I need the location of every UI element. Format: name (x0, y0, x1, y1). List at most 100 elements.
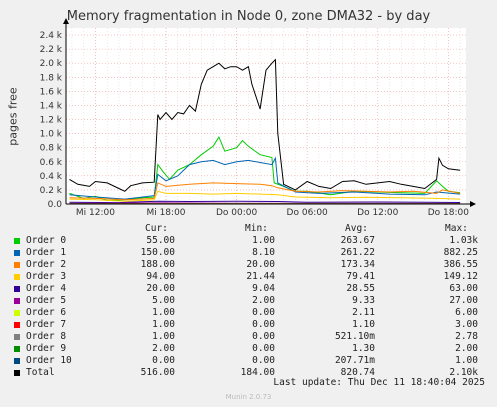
legend-min: 1.00 (252, 235, 275, 246)
y-tick-label: 0.2 k (40, 186, 63, 196)
legend-min: 0.00 (252, 355, 275, 366)
y-tick-label: 1.4 k (40, 101, 63, 111)
legend-name: Order 7 (26, 319, 67, 330)
legend-max: 3.00 (455, 319, 478, 330)
legend-min: 0.00 (252, 319, 275, 330)
x-axis-ticks: Mi 12:00 Mi 18:00 Do 00:00 Do 06:00 Do 12:00… (76, 208, 469, 218)
legend-swatch (14, 262, 20, 268)
legend-name: Order 6 (26, 307, 67, 318)
legend-swatch (14, 358, 20, 364)
legend-avg: 263.67 (340, 235, 375, 246)
legend-cur: 516.00 (140, 367, 175, 378)
legend-avg: 79.41 (346, 271, 375, 282)
legend-header: Cur: Min: Avg: Max: (12, 223, 492, 235)
legend-min: 21.44 (246, 271, 275, 282)
legend-cur: 5.00 (152, 295, 175, 306)
y-tick-label: 1.2 k (40, 116, 63, 126)
legend-row: Total 516.00 184.00 820.74 2.10k (12, 367, 492, 379)
legend-cur: 55.00 (146, 235, 175, 246)
legend-cur: 20.00 (146, 283, 175, 294)
legend-max: 63.00 (449, 283, 478, 294)
legend-avg: 9.33 (352, 295, 375, 306)
legend-row: Order 3 94.00 21.44 79.41 149.12 (12, 271, 492, 283)
legend-row: Order 8 1.00 0.00 521.10m 2.78 (12, 331, 492, 343)
legend-avg: 28.55 (346, 283, 375, 294)
legend-min: 0.00 (252, 343, 275, 354)
y-axis-ticks: 0.0 0.2 k 0.4 k 0.6 k 0.8 k 1.0 k 1.2 k 1.4 k 1.… (40, 31, 63, 210)
legend-max: 882.25 (443, 247, 478, 258)
legend-name: Order 3 (26, 271, 67, 282)
legend-row: Order 7 1.00 0.00 1.10 3.00 (12, 319, 492, 331)
y-tick-label: 0.0 (48, 200, 63, 210)
legend-row: Order 10 0.00 0.00 207.71m 1.00 (12, 355, 492, 367)
legend-max: 2.78 (455, 331, 478, 342)
legend-min: 0.00 (252, 331, 275, 342)
legend-name: Order 1 (26, 247, 67, 258)
legend-swatch (14, 322, 20, 328)
legend-max: 1.03k (449, 235, 478, 246)
y-tick-label: 0.6 k (40, 158, 63, 168)
axes (63, 18, 476, 207)
legend-cur: 1.00 (152, 307, 175, 318)
legend-name: Order 0 (26, 235, 67, 246)
legend-cur: 0.00 (152, 355, 175, 366)
x-tick-label: Do 12:00 (357, 208, 399, 218)
legend-row: Order 1 150.00 8.10 261.22 882.25 (12, 247, 492, 259)
x-tick-label: Do 00:00 (216, 208, 258, 218)
legend-name: Order 5 (26, 295, 67, 306)
y-tick-label: 0.4 k (40, 172, 63, 182)
legend-cur: 150.00 (140, 247, 175, 258)
legend-avg: 1.30 (352, 343, 375, 354)
y-tick-label: 2.4 k (40, 31, 63, 41)
legend-max: 2.00 (455, 343, 478, 354)
x-tick-label: Mi 18:00 (146, 208, 185, 218)
legend-rows: Order 0 55.00 1.00 263.67 1.03k Order 1 150.00… (12, 235, 492, 379)
y-tick-label: 2.0 k (40, 59, 63, 69)
legend-avg: 2.11 (352, 307, 375, 318)
legend-max: 2.10k (449, 367, 478, 378)
grid-lines (66, 28, 466, 204)
legend-avg: 261.22 (340, 247, 375, 258)
legend-avg: 521.10m (334, 331, 375, 342)
header-max: Max: (445, 223, 468, 234)
legend-swatch (14, 250, 20, 256)
legend-swatch (14, 286, 20, 292)
legend-max: 27.00 (449, 295, 478, 306)
legend-min: 9.04 (252, 283, 275, 294)
series-line-total (69, 58, 461, 192)
legend-avg: 173.34 (340, 259, 375, 270)
legend-cur: 188.00 (140, 259, 175, 270)
plot-area (66, 28, 466, 204)
munin-version: Munin 2.0.73 (225, 393, 272, 401)
legend-max: 386.55 (443, 259, 478, 270)
header-avg: Avg: (345, 223, 368, 234)
legend-row: Order 2 188.00 20.00 173.34 386.55 (12, 259, 492, 271)
last-update: Last update: Thu Dec 11 18:40:04 2025 (273, 377, 485, 388)
legend-max: 6.00 (455, 307, 478, 318)
legend-swatch (14, 310, 20, 316)
y-tick-label: 1.0 k (40, 130, 63, 140)
legend-cur: 1.00 (152, 331, 175, 342)
legend-row: Order 6 1.00 0.00 2.11 6.00 (12, 307, 492, 319)
legend-cur: 2.00 (152, 343, 175, 354)
legend-table: Cur: Min: Avg: Max: Order 0 55.00 1.00 263.… (12, 223, 492, 379)
chart-title: Memory fragmentation in Node 0, zone DMA… (66, 9, 431, 24)
legend-row: Order 4 20.00 9.04 28.55 63.00 (12, 283, 492, 295)
legend-cur: 94.00 (146, 271, 175, 282)
legend-min: 20.00 (246, 259, 275, 270)
legend-swatch (14, 298, 20, 304)
legend-row: Order 9 2.00 0.00 1.30 2.00 (12, 343, 492, 355)
series-line-order-1 (69, 156, 461, 200)
series-line-order-2 (69, 182, 461, 201)
y-tick-label: 2.2 k (40, 45, 63, 55)
legend-swatch (14, 238, 20, 244)
legend-cur: 1.00 (152, 319, 175, 330)
x-tick-label: Do 18:00 (428, 208, 470, 218)
legend-avg: 207.71m (334, 355, 375, 366)
series-line-order-3 (69, 190, 461, 202)
legend-name: Order 8 (26, 331, 67, 342)
legend-swatch (14, 274, 20, 280)
legend-name: Order 4 (26, 283, 67, 294)
header-cur: Cur: (145, 223, 168, 234)
y-tick-label: 1.6 k (40, 87, 63, 97)
